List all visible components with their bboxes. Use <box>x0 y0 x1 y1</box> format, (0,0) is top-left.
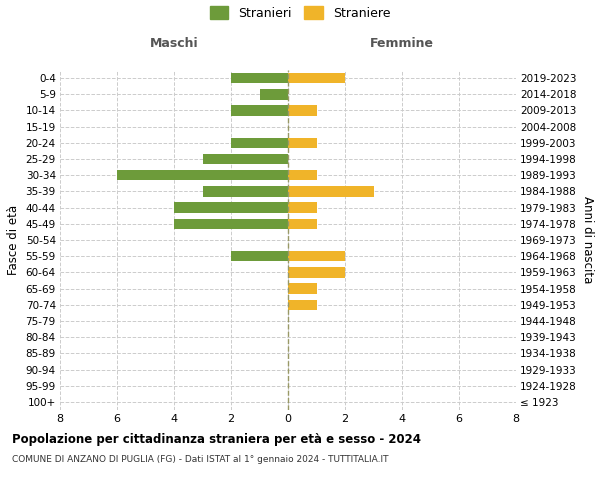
Legend: Stranieri, Straniere: Stranieri, Straniere <box>209 6 391 20</box>
Bar <box>288 105 317 116</box>
Bar <box>203 186 288 196</box>
Bar <box>288 73 345 84</box>
Bar <box>203 154 288 164</box>
Bar <box>231 251 288 262</box>
Bar <box>231 73 288 84</box>
Bar <box>288 251 345 262</box>
Text: Femmine: Femmine <box>370 37 434 50</box>
Bar <box>288 267 345 278</box>
Bar <box>174 218 288 229</box>
Bar <box>288 186 373 196</box>
Bar <box>260 89 288 100</box>
Text: Popolazione per cittadinanza straniera per età e sesso - 2024: Popolazione per cittadinanza straniera p… <box>12 432 421 446</box>
Bar <box>117 170 288 180</box>
Bar <box>231 138 288 148</box>
Y-axis label: Anni di nascita: Anni di nascita <box>581 196 593 284</box>
Bar <box>288 284 317 294</box>
Bar <box>288 202 317 213</box>
Bar <box>231 105 288 116</box>
Bar <box>288 218 317 229</box>
Text: COMUNE DI ANZANO DI PUGLIA (FG) - Dati ISTAT al 1° gennaio 2024 - TUTTITALIA.IT: COMUNE DI ANZANO DI PUGLIA (FG) - Dati I… <box>12 456 389 464</box>
Bar <box>288 138 317 148</box>
Text: Maschi: Maschi <box>149 37 199 50</box>
Y-axis label: Fasce di età: Fasce di età <box>7 205 20 275</box>
Bar <box>288 300 317 310</box>
Bar <box>288 170 317 180</box>
Bar <box>174 202 288 213</box>
